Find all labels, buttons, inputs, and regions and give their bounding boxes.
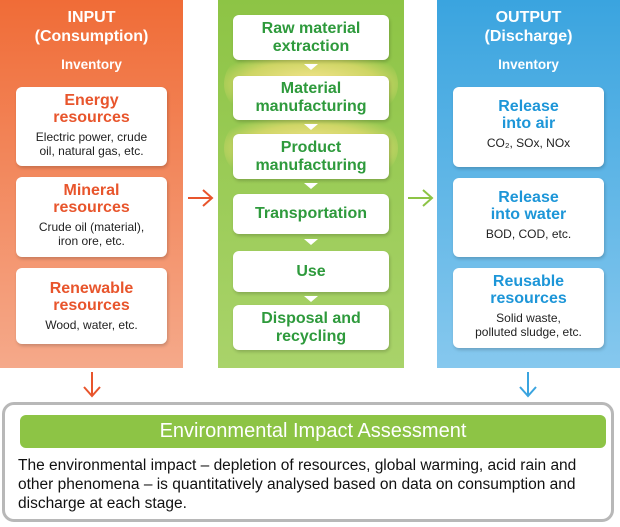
right-arrow-icon: [188, 189, 214, 207]
step-label: Disposal and recycling: [261, 309, 361, 345]
card-desc: Crude oil (material), iron ore, etc.: [38, 220, 145, 248]
card-title: Reusable resources: [490, 273, 567, 307]
output-title: OUTPUT (Discharge): [484, 9, 573, 45]
step-transportation: Transportation: [233, 194, 389, 234]
lifecycle-column: Raw material extraction Material manufac…: [218, 0, 404, 368]
input-column: INPUT (Consumption) Inventory Energy res…: [0, 0, 183, 368]
card-desc: Wood, water, etc.: [45, 318, 138, 332]
card-desc: BOD, COD, etc.: [485, 227, 572, 241]
card-desc: Electric power, crude oil, natural gas, …: [35, 130, 148, 158]
output-subtitle: Inventory: [498, 57, 559, 72]
step-label: Raw material extraction: [261, 19, 361, 55]
down-arrow-icon: [304, 124, 318, 130]
card-title: Release into water: [490, 189, 567, 223]
card-reusable-resources: Reusable resources Solid waste, polluted…: [453, 268, 604, 348]
card-energy-resources: Energy resources Electric power, crude o…: [16, 87, 167, 166]
down-arrow-icon: [304, 64, 318, 70]
step-label: Transportation: [254, 205, 367, 222]
step-label: Use: [296, 262, 326, 280]
step-use: Use: [233, 251, 389, 292]
down-arrow-icon: [304, 296, 318, 302]
output-column: OUTPUT (Discharge) Inventory Release int…: [437, 0, 620, 368]
assessment-panel: Environmental Impact Assessment The envi…: [2, 402, 614, 522]
down-arrow-icon: [304, 183, 318, 189]
card-title: Energy resources: [53, 92, 130, 126]
card-title: Release into air: [498, 98, 559, 132]
card-desc: CO₂, SOx, NOx: [486, 136, 571, 150]
assessment-title: Environmental Impact Assessment: [20, 415, 606, 448]
card-mineral-resources: Mineral resources Crude oil (material), …: [16, 177, 167, 257]
step-material-manufacturing: Material manufacturing: [233, 76, 389, 120]
card-renewable-resources: Renewable resources Wood, water, etc.: [16, 268, 167, 344]
down-arrow-icon: [304, 239, 318, 245]
card-title: Mineral resources: [53, 182, 130, 216]
card-release-into-water: Release into water BOD, COD, etc.: [453, 178, 604, 257]
right-arrow-icon: [408, 189, 434, 207]
step-label: Product manufacturing: [255, 138, 367, 174]
assessment-description: The environmental impact – depletion of …: [18, 457, 577, 512]
down-arrow-icon: [519, 372, 537, 398]
card-title: Renewable resources: [49, 280, 134, 314]
step-raw-material-extraction: Raw material extraction: [233, 15, 389, 60]
step-product-manufacturing: Product manufacturing: [233, 134, 389, 179]
step-disposal-recycling: Disposal and recycling: [233, 305, 389, 350]
input-title: INPUT (Consumption): [34, 9, 149, 45]
step-label: Material manufacturing: [255, 80, 367, 115]
card-release-into-air: Release into air CO₂, SOx, NOx: [453, 87, 604, 167]
card-desc: Solid waste, polluted sludge, etc.: [475, 311, 582, 339]
input-subtitle: Inventory: [61, 57, 122, 72]
down-arrow-icon: [83, 372, 101, 398]
